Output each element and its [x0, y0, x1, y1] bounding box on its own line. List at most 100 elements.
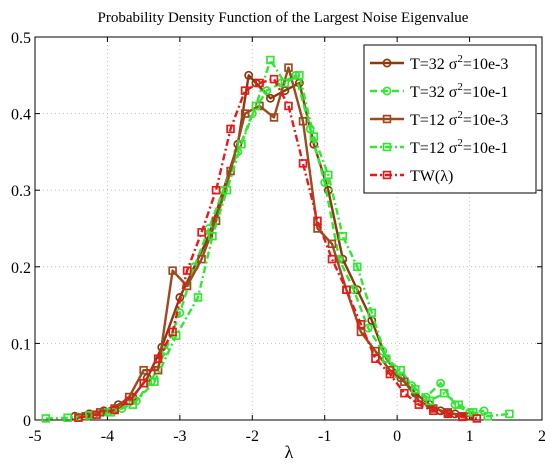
- legend-swatch-marker: [382, 114, 392, 124]
- data-point: [411, 385, 420, 394]
- data-point: [237, 139, 246, 149]
- data-point: [139, 365, 148, 375]
- data-point: [124, 396, 134, 406]
- series-line: [85, 66, 463, 418]
- x-tick-label: -4: [101, 428, 114, 445]
- data-point: [298, 117, 308, 126]
- series-5: [74, 74, 482, 423]
- data-point: [197, 254, 206, 264]
- grid-layer: [35, 37, 542, 420]
- data-point: [153, 354, 163, 363]
- data-point: [382, 354, 391, 363]
- data-point: [41, 414, 51, 423]
- data-point: [371, 354, 380, 363]
- data-point: [356, 320, 366, 329]
- legend-item: T=32 σ2=10e-3: [370, 53, 508, 73]
- legend-swatch-marker: [382, 142, 392, 152]
- legend-label: T=32 σ2=10e-1: [410, 81, 508, 101]
- legend-item: T=12 σ2=10e-1: [370, 137, 508, 157]
- data-point: [63, 413, 72, 422]
- data-point: [182, 266, 192, 275]
- data-point: [483, 411, 492, 421]
- data-point: [168, 266, 177, 275]
- legend-swatch-marker: [382, 58, 392, 68]
- data-point: [284, 63, 293, 72]
- data-point: [226, 124, 235, 134]
- data-point: [168, 327, 177, 337]
- data-point: [324, 170, 333, 180]
- data-point: [443, 409, 453, 419]
- data-point: [262, 86, 272, 96]
- data-point: [153, 365, 163, 375]
- data-point: [429, 406, 438, 416]
- data-point: [327, 239, 337, 249]
- data-point: [266, 55, 275, 65]
- data-point: [436, 378, 446, 388]
- data-point: [193, 293, 203, 302]
- legend-label: T=12 σ2=10e-3: [410, 109, 508, 129]
- x-tick-label: -2: [246, 428, 259, 445]
- y-tick-label: 0.4: [11, 107, 31, 124]
- data-point: [356, 327, 366, 337]
- plot-frame: [34, 36, 543, 421]
- data-point: [313, 224, 322, 233]
- x-tick-label: 2: [538, 428, 545, 445]
- data-point: [284, 101, 293, 111]
- legend-item: TW(λ): [370, 168, 453, 185]
- series-layer: [41, 55, 514, 423]
- data-point: [313, 216, 322, 226]
- data-point: [251, 101, 261, 111]
- data-point: [295, 71, 304, 80]
- y-tick-label: 0.5: [11, 30, 31, 47]
- data-point: [298, 159, 308, 168]
- series-line: [78, 74, 485, 419]
- data-point: [309, 132, 319, 141]
- data-point: [414, 400, 424, 409]
- data-point: [92, 410, 101, 419]
- x-tick-label: 0: [393, 428, 401, 445]
- legend: T=32 σ2=10e-3 T=32 σ2=10e-1 T=12 σ2=10e-3 T…: [363, 44, 537, 194]
- data-point: [327, 254, 337, 264]
- data-point: [240, 86, 250, 95]
- data-point: [454, 400, 463, 409]
- data-point: [222, 185, 232, 195]
- data-point: [150, 377, 159, 386]
- data-point: [396, 365, 406, 375]
- data-point: [505, 409, 514, 419]
- data-point: [208, 231, 217, 241]
- legend-label: TW(λ): [410, 168, 453, 185]
- legend-swatch-marker: [382, 86, 392, 96]
- data-point: [280, 78, 290, 88]
- data-point: [353, 262, 362, 272]
- data-point: [385, 369, 395, 379]
- data-point: [342, 285, 351, 295]
- data-point: [265, 93, 275, 103]
- legend-item: T=12 σ2=10e-3: [370, 109, 508, 129]
- data-point: [269, 74, 279, 84]
- legend-label: T=12 σ2=10e-1: [410, 137, 508, 157]
- x-axis-label: λ: [285, 442, 294, 462]
- data-point: [139, 378, 148, 388]
- data-point: [110, 405, 119, 415]
- data-point: [472, 414, 482, 423]
- data-point: [425, 396, 434, 406]
- data-point: [240, 109, 250, 118]
- data-point: [211, 185, 221, 195]
- data-point: [458, 412, 467, 422]
- chart-title: Probability Density Function of the Larg…: [98, 10, 469, 26]
- data-point: [74, 413, 83, 422]
- data-point: [197, 228, 206, 237]
- y-tick-label: 0.1: [11, 336, 31, 353]
- series-4: [41, 55, 514, 423]
- y-tick-label: 0.3: [11, 183, 31, 200]
- data-point: [400, 388, 409, 398]
- data-point: [400, 377, 409, 386]
- x-tick-label: -1: [318, 428, 331, 445]
- y-tick-label: 0.2: [11, 260, 31, 277]
- legend-swatch-marker: [382, 170, 392, 180]
- x-tick-label: -5: [28, 428, 41, 445]
- data-point: [269, 113, 279, 122]
- tick-layer: -5 -4 -3 -2 -1 0 1 2 0 0.1 0.2 0.3 0.4 0.5: [11, 30, 545, 445]
- data-point: [255, 78, 264, 88]
